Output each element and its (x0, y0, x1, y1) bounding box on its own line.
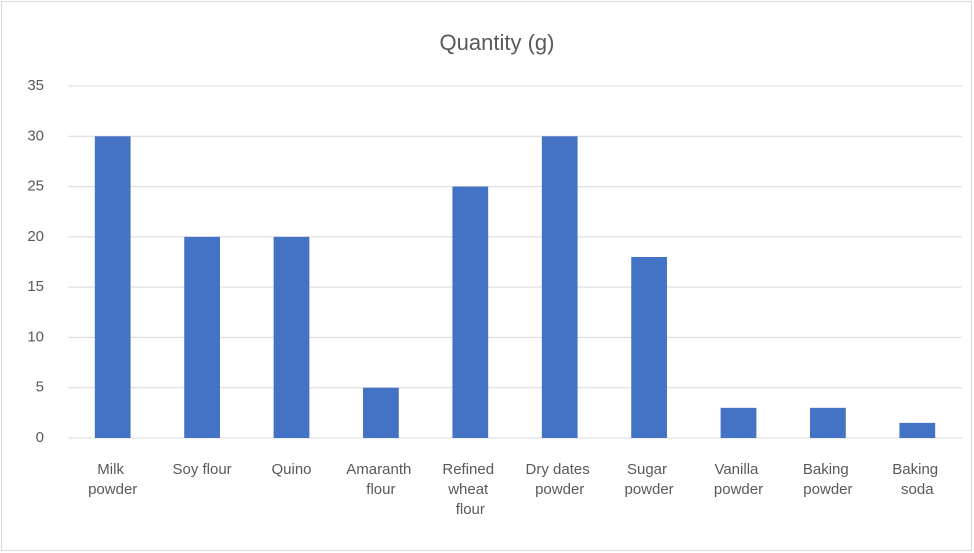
bar (899, 422, 936, 438)
x-tick-label: Refined wheat flour (442, 461, 498, 518)
x-tick-label: Quino (271, 461, 311, 478)
y-tick-label: 25 (27, 178, 44, 195)
bar (94, 136, 131, 439)
x-tick-label: Milk powder (88, 461, 137, 498)
bar (541, 136, 578, 439)
y-tick-label: 10 (27, 328, 44, 345)
bar (720, 407, 757, 438)
bar (273, 236, 310, 438)
bar (631, 256, 667, 438)
x-tick-label: Sugar powder (624, 461, 673, 498)
bar (810, 407, 846, 438)
y-tick-label: 20 (27, 228, 44, 245)
bar (184, 236, 220, 438)
x-tick-label: Dry dates powder (526, 461, 594, 498)
x-tick-label: Soy flour (172, 461, 231, 478)
y-tick-label: 30 (27, 127, 44, 144)
x-tick-label: Amaranth flour (346, 461, 415, 498)
y-tick-label: 5 (36, 379, 44, 396)
bar (452, 186, 489, 438)
x-tick-label: Baking powder (803, 461, 853, 498)
y-tick-label: 35 (27, 77, 44, 94)
y-tick-label: 15 (27, 278, 44, 295)
bar (363, 387, 399, 438)
chart-title: Quantity (g) (440, 30, 555, 55)
x-tick-label: Baking soda (892, 461, 942, 498)
x-tick-label: Vanilla powder (714, 461, 763, 498)
y-tick-label: 0 (36, 429, 44, 446)
